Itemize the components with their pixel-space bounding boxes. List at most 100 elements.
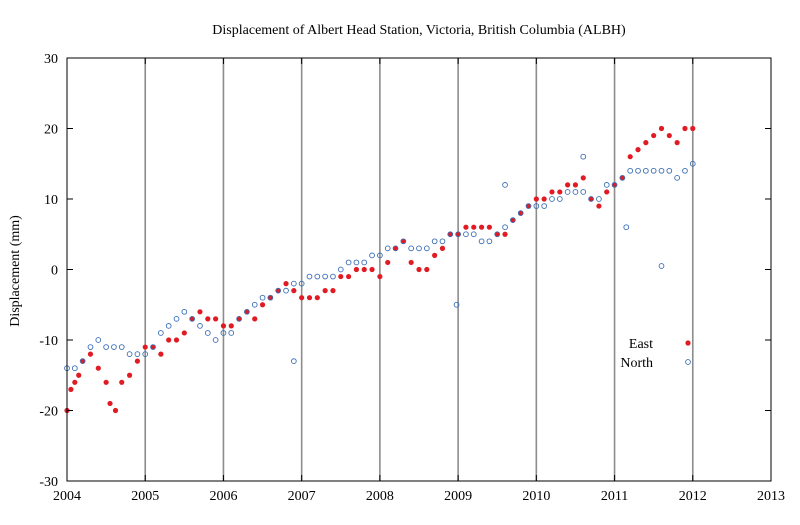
north-point xyxy=(259,294,266,301)
north-point xyxy=(79,358,86,365)
north-point xyxy=(353,259,360,266)
east-point xyxy=(658,125,665,132)
north-point xyxy=(212,337,219,343)
east-point xyxy=(330,288,336,294)
x-tick-label: 2012 xyxy=(679,489,707,504)
north-point xyxy=(142,351,149,357)
north-point xyxy=(486,238,493,245)
x-tick-label: 2011 xyxy=(601,489,628,504)
east-point xyxy=(112,407,119,414)
north-point xyxy=(181,308,188,315)
east-point xyxy=(533,196,539,202)
north-point xyxy=(580,153,587,160)
north-point xyxy=(290,280,297,287)
x-tick-label: 2005 xyxy=(131,489,159,504)
east-point xyxy=(166,337,172,343)
north-point xyxy=(658,263,665,269)
east-point xyxy=(361,266,367,273)
east-point xyxy=(68,386,74,392)
x-tick-label: 2010 xyxy=(522,489,550,504)
north-point xyxy=(470,231,477,238)
east-point xyxy=(478,224,485,230)
east-point xyxy=(432,252,438,258)
legend: East North xyxy=(620,337,691,371)
north-point xyxy=(408,245,415,252)
north-point xyxy=(251,301,258,308)
north-point xyxy=(189,316,196,322)
east-point xyxy=(690,125,696,132)
east-point xyxy=(541,196,547,202)
east-point xyxy=(322,288,328,294)
east-point xyxy=(596,203,602,209)
north-point xyxy=(337,266,344,273)
north-point xyxy=(345,259,352,266)
north-point xyxy=(400,238,407,245)
east-point xyxy=(119,379,125,385)
east-point xyxy=(306,295,313,301)
north-point xyxy=(330,273,336,280)
north-point xyxy=(220,330,227,336)
east-point xyxy=(572,182,579,188)
north-point xyxy=(502,182,508,188)
north-point xyxy=(494,231,501,238)
east-point xyxy=(103,379,109,385)
east-point xyxy=(259,302,266,308)
east-point xyxy=(346,273,352,280)
east-point xyxy=(557,189,563,195)
north-point xyxy=(290,358,297,365)
east-point xyxy=(87,351,94,357)
east-point xyxy=(213,316,219,322)
north-point xyxy=(603,182,610,188)
y-tick-label: 0 xyxy=(51,264,58,279)
east-point xyxy=(627,154,633,160)
north-point xyxy=(118,344,125,350)
north-point xyxy=(431,238,438,245)
x-tick-label: 2006 xyxy=(209,489,237,504)
east-point xyxy=(463,224,469,230)
north-point xyxy=(275,287,282,294)
east-point xyxy=(228,323,234,329)
north-point xyxy=(623,224,630,231)
north-point xyxy=(267,294,274,301)
north-point xyxy=(447,231,454,238)
north-point xyxy=(283,287,289,294)
east-point xyxy=(471,224,477,230)
east-point xyxy=(588,196,594,202)
east-point xyxy=(651,132,657,139)
north-point xyxy=(453,301,460,308)
north-point xyxy=(682,167,688,174)
north-point xyxy=(361,259,368,266)
north-point xyxy=(95,337,102,343)
east-point xyxy=(142,344,148,350)
north-point xyxy=(126,351,133,357)
north-point xyxy=(298,280,305,287)
east-point xyxy=(76,372,82,378)
north-point xyxy=(517,210,524,216)
north-point xyxy=(416,245,422,252)
north-point xyxy=(666,167,673,174)
north-point xyxy=(236,316,242,322)
y-tick-label: -20 xyxy=(39,405,58,420)
north-point xyxy=(244,308,250,315)
y-tick-label: 10 xyxy=(44,193,58,208)
north-point xyxy=(627,167,634,174)
east-point xyxy=(565,182,571,188)
east-point xyxy=(439,245,446,251)
north-point xyxy=(197,323,203,329)
east-point xyxy=(510,217,516,223)
north-point xyxy=(165,323,172,329)
east-point xyxy=(267,295,273,301)
east-point xyxy=(275,288,281,294)
north-point xyxy=(322,273,328,280)
legend-label-north: North xyxy=(620,356,653,371)
north-point xyxy=(87,344,94,350)
east-point xyxy=(107,400,113,407)
east-point xyxy=(549,189,555,195)
north-point xyxy=(642,167,649,174)
east-point xyxy=(580,175,586,181)
east-point xyxy=(95,365,101,371)
east-point xyxy=(604,189,610,195)
east-point xyxy=(385,259,391,266)
north-point xyxy=(564,189,571,195)
